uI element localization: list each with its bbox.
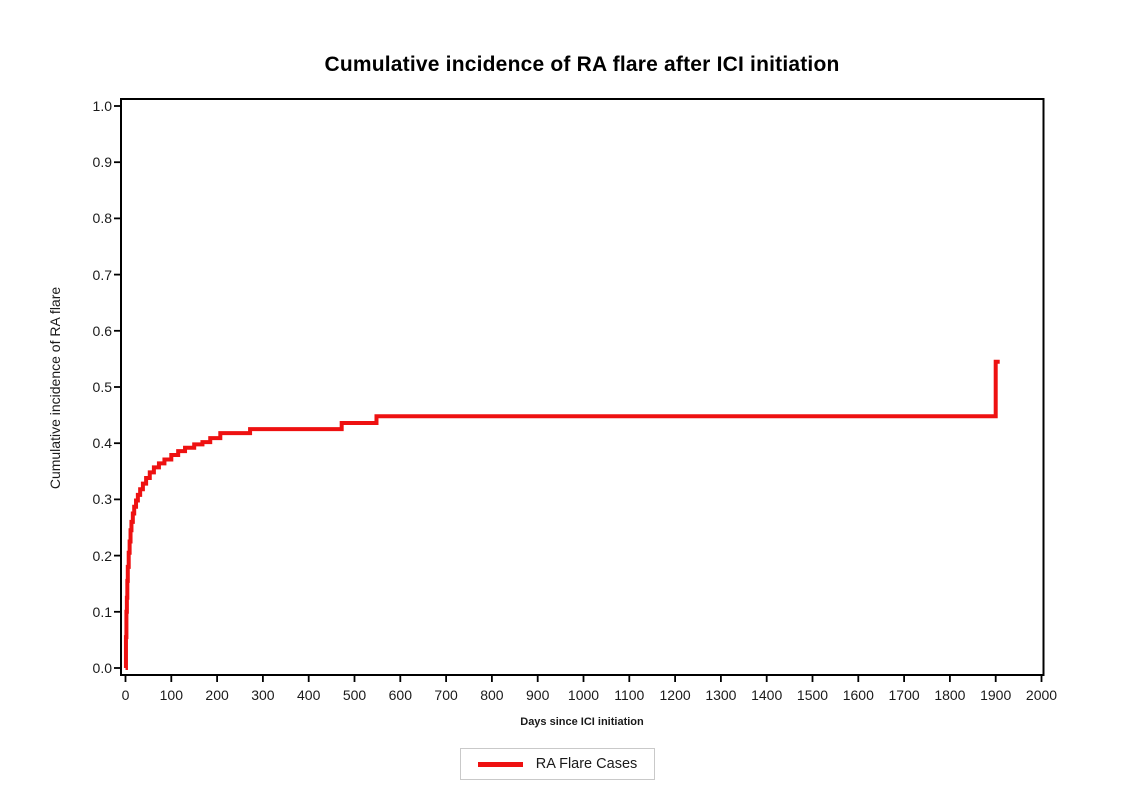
y-axis-title: Cumulative incidence of RA flare xyxy=(47,286,63,490)
x-tick-label: 100 xyxy=(159,687,183,703)
y-tick-label: 0.5 xyxy=(92,379,112,395)
x-tick-label: 700 xyxy=(434,687,458,703)
y-tick-label: 0.1 xyxy=(92,603,112,620)
x-tick-label: 1700 xyxy=(888,687,920,703)
legend-label: RA Flare Cases xyxy=(535,756,638,772)
y-tick-label: 1.0 xyxy=(92,98,112,114)
y-tick-label: 0.2 xyxy=(92,547,112,564)
y-tick-label: 0.8 xyxy=(92,210,112,227)
x-tick-label: 1500 xyxy=(796,687,829,703)
x-tick-label: 200 xyxy=(205,687,229,703)
x-tick-label: 1300 xyxy=(705,687,737,703)
legend: RA Flare Cases xyxy=(460,748,655,780)
y-tick-label: 0.7 xyxy=(92,266,112,283)
y-tick-label: 0.4 xyxy=(92,435,112,452)
x-tick-label: 300 xyxy=(251,687,275,703)
x-tick-label: 2000 xyxy=(1025,687,1058,703)
x-tick-label: 1000 xyxy=(567,687,600,703)
x-tick-label: 900 xyxy=(526,687,550,703)
x-tick-label: 1100 xyxy=(614,687,645,703)
x-tick-label: 400 xyxy=(297,687,321,703)
plot-frame xyxy=(120,98,1045,676)
x-tick-label: 1200 xyxy=(659,687,691,703)
x-tick-label: 1600 xyxy=(842,687,874,703)
y-tick-label: 0.3 xyxy=(92,491,112,508)
ra-flare-curve xyxy=(123,359,1000,670)
x-tick-label: 1900 xyxy=(980,687,1012,703)
x-tick-label: 1800 xyxy=(934,687,966,703)
x-tick-label: 800 xyxy=(480,687,504,703)
chart-title: Cumulative incidence of RA flare after I… xyxy=(324,53,840,76)
x-tick-label: 500 xyxy=(342,687,367,703)
legend-line-swatch xyxy=(477,761,523,767)
x-tick-label: 0 xyxy=(121,687,130,703)
x-tick-label: 1400 xyxy=(751,687,783,703)
y-tick-label: 0.6 xyxy=(92,322,112,339)
x-axis-title: Days since ICI initiation xyxy=(520,716,644,728)
y-tick-label: 0.0 xyxy=(92,660,112,676)
x-tick-label: 600 xyxy=(388,687,412,703)
y-tick-label: 0.9 xyxy=(92,154,112,171)
